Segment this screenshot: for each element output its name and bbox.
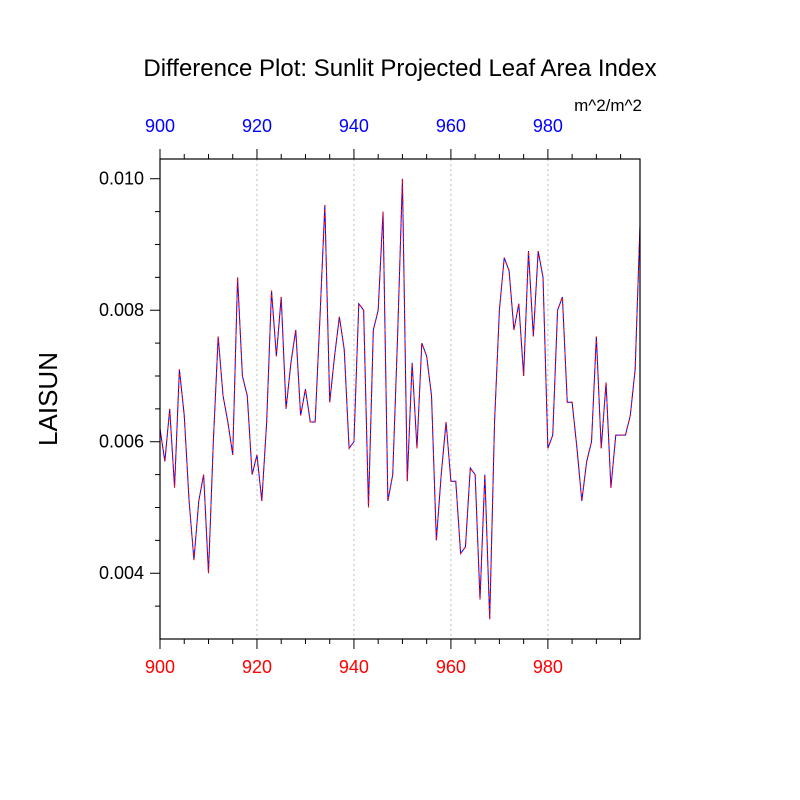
- x-tick-label-bottom-0: 900: [145, 657, 175, 677]
- series-line-solid-0: [159, 178, 641, 620]
- units-label: m^2/m^2: [574, 96, 642, 115]
- y-tick-label-3: 0.010: [99, 169, 144, 189]
- y-tick-label-0: 0.004: [99, 563, 144, 583]
- y-tick-label-2: 0.008: [99, 300, 144, 320]
- x-tick-label-top-1: 920: [242, 116, 272, 136]
- x-tick-label-bottom-4: 980: [533, 657, 563, 677]
- x-tick-label-top-0: 900: [145, 116, 175, 136]
- grid-lines: [256, 159, 549, 639]
- x-tick-label-top-4: 980: [533, 116, 563, 136]
- x-tick-label-bottom-3: 960: [436, 657, 466, 677]
- tick-labels: 900 900 920 920 940 940 960 960 980 980 0.004 0.006…: [99, 116, 563, 677]
- y-tick-label-1: 0.006: [99, 432, 144, 452]
- axis-ticks: [150, 149, 622, 649]
- x-tick-label-bottom-2: 940: [339, 657, 369, 677]
- series-line-dashed-0: [159, 178, 641, 620]
- x-tick-label-top-2: 940: [339, 116, 369, 136]
- x-tick-label-top-3: 960: [436, 116, 466, 136]
- x-tick-label-bottom-1: 920: [242, 657, 272, 677]
- y-axis-label: LAISUN: [33, 352, 63, 446]
- series-lines: [159, 178, 641, 620]
- plot-frame: [159, 158, 641, 640]
- chart-title: Difference Plot: Sunlit Projected Leaf A…: [143, 55, 656, 82]
